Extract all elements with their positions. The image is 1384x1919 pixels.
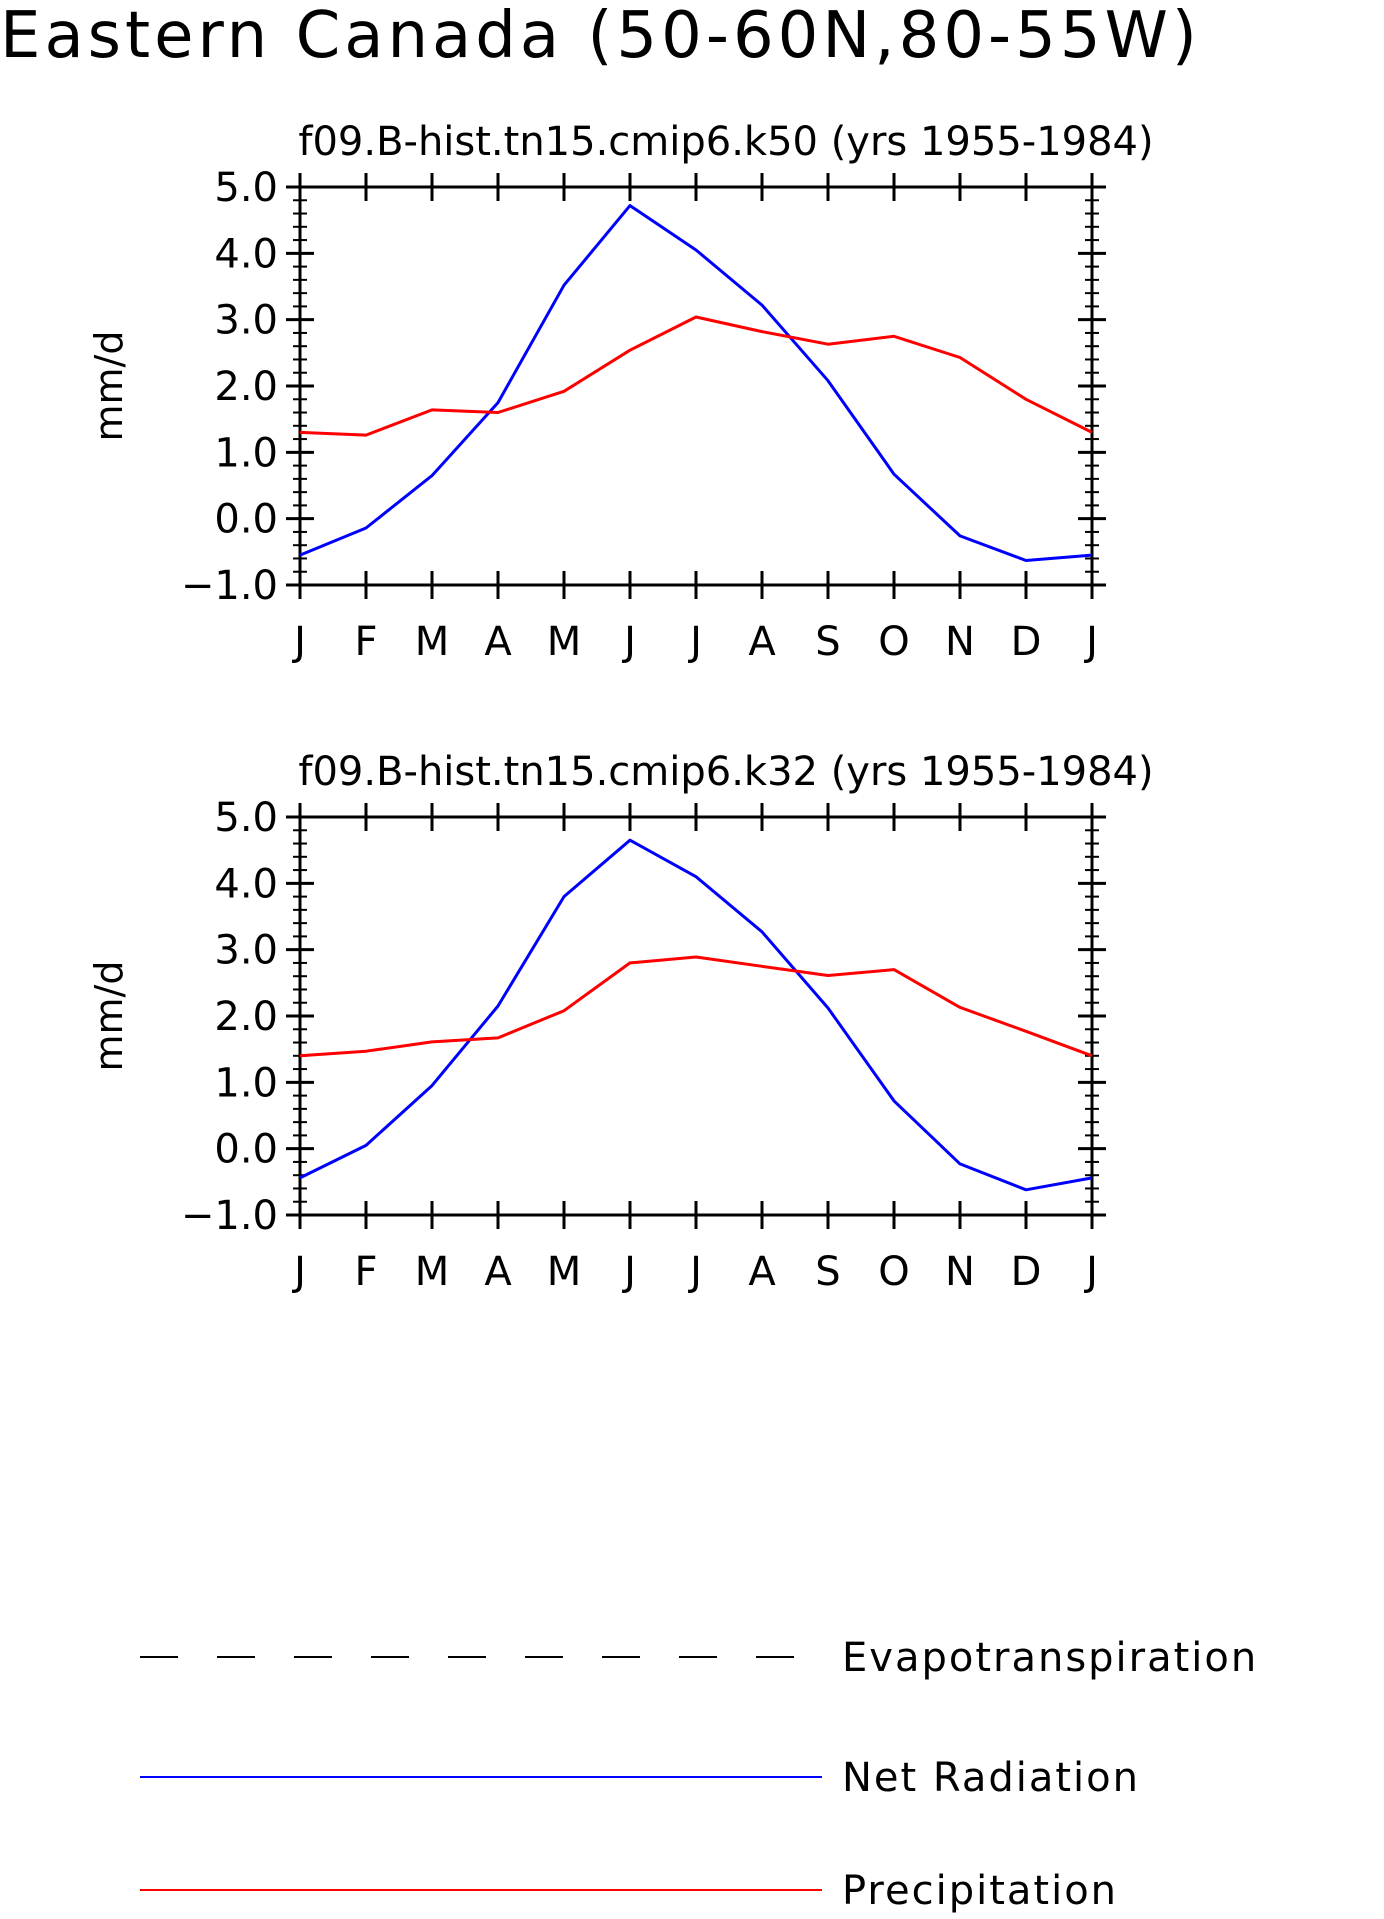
y-axis-label: mm/d bbox=[87, 331, 131, 442]
page-title: Eastern Canada (50-60N,80-55W) bbox=[0, 0, 1201, 73]
precipitation-line bbox=[299, 955, 1093, 1058]
x-tick-label: N bbox=[945, 619, 975, 665]
legend-label-evapotranspiration: Evapotranspiration bbox=[842, 1635, 1258, 1681]
x-tick-label: J bbox=[291, 619, 306, 665]
x-tick-label: D bbox=[1011, 1249, 1042, 1295]
x-tick-label: N bbox=[945, 1249, 975, 1295]
x-tick-label: M bbox=[415, 619, 450, 665]
x-tick-label: J bbox=[621, 619, 636, 665]
legend-label-net-radiation: Net Radiation bbox=[842, 1755, 1140, 1801]
y-tick-label: 1.0 bbox=[214, 1060, 278, 1106]
net-radiation-line bbox=[299, 838, 1093, 1192]
x-tick-label: O bbox=[878, 1249, 909, 1295]
x-tick-label: D bbox=[1011, 619, 1042, 665]
y-tick-label: −1.0 bbox=[181, 1193, 278, 1239]
x-tick-label: M bbox=[547, 619, 582, 665]
y-tick-label: 0.0 bbox=[214, 1127, 278, 1173]
chart-k50: f09.B-hist.tn15.cmip6.k50 (yrs 1955-1984… bbox=[87, 119, 1154, 665]
y-tick-label: 4.0 bbox=[214, 231, 278, 277]
chart-title: f09.B-hist.tn15.cmip6.k32 (yrs 1955-1984… bbox=[298, 749, 1153, 795]
y-tick-label: 4.0 bbox=[214, 861, 278, 907]
x-tick-label: A bbox=[748, 1249, 776, 1295]
x-tick-label: M bbox=[415, 1249, 450, 1295]
net-radiation-line bbox=[299, 204, 1093, 562]
legend-label-precipitation: Precipitation bbox=[842, 1868, 1118, 1914]
x-tick-label: M bbox=[547, 1249, 582, 1295]
y-tick-label: 1.0 bbox=[214, 430, 278, 476]
x-tick-label: S bbox=[815, 619, 840, 665]
x-tick-label: J bbox=[291, 1249, 306, 1295]
x-tick-label: F bbox=[354, 619, 377, 665]
x-tick-label: A bbox=[484, 1249, 512, 1295]
y-tick-label: 2.0 bbox=[214, 994, 278, 1040]
x-tick-label: J bbox=[1083, 619, 1098, 665]
x-tick-label: A bbox=[748, 619, 776, 665]
y-axis-label: mm/d bbox=[87, 961, 131, 1072]
x-tick-label: J bbox=[687, 619, 702, 665]
legend: Evapotranspiration Net Radiation Precipita… bbox=[140, 1635, 1258, 1914]
x-tick-label: A bbox=[484, 619, 512, 665]
plot-frame bbox=[298, 185, 1094, 587]
y-tick-label: 5.0 bbox=[214, 165, 278, 211]
y-tick-label: 0.0 bbox=[214, 497, 278, 543]
x-tick-label: S bbox=[815, 1249, 840, 1295]
chart-k32: f09.B-hist.tn15.cmip6.k32 (yrs 1955-1984… bbox=[87, 749, 1154, 1295]
x-tick-label: J bbox=[621, 1249, 636, 1295]
x-tick-label: J bbox=[1083, 1249, 1098, 1295]
chart-title: f09.B-hist.tn15.cmip6.k50 (yrs 1955-1984… bbox=[298, 119, 1153, 165]
y-tick-label: 2.0 bbox=[214, 364, 278, 410]
x-tick-label: O bbox=[878, 619, 909, 665]
y-tick-label: 3.0 bbox=[214, 298, 278, 344]
y-tick-label: 3.0 bbox=[214, 928, 278, 974]
x-tick-label: J bbox=[687, 1249, 702, 1295]
y-tick-label: 5.0 bbox=[214, 795, 278, 841]
x-tick-label: F bbox=[354, 1249, 377, 1295]
precipitation-line bbox=[299, 315, 1093, 437]
y-tick-label: −1.0 bbox=[181, 563, 278, 609]
